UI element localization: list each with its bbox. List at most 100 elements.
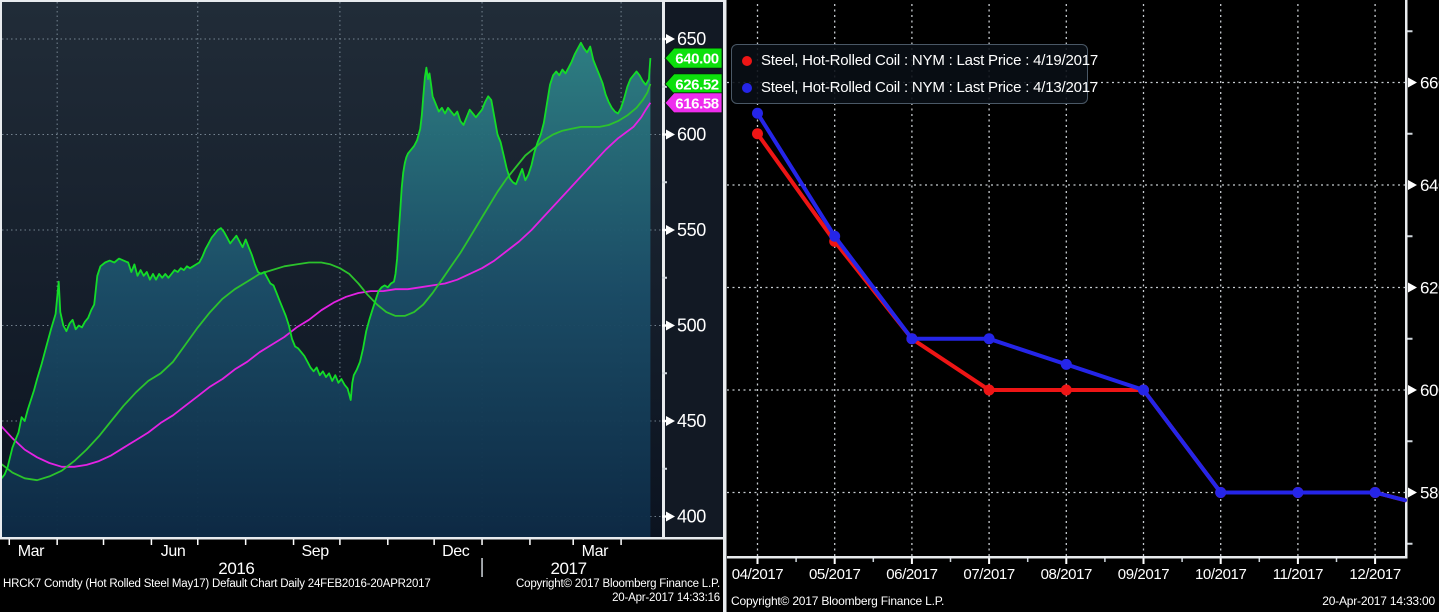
right-y-minor-tick — [1407, 440, 1413, 443]
right-x-major-tick — [1374, 558, 1377, 564]
red-series-point[interactable] — [1060, 384, 1072, 396]
left-x-year-label: 2016 — [218, 559, 254, 578]
left-y-minor-tick — [662, 85, 667, 88]
legend-label-red: Steel, Hot-Rolled Coil : NYM : Last Pric… — [761, 52, 1099, 69]
left-chart-ticker-text: HRCK7 Comdty (Hot Rolled Steel May17) De… — [3, 578, 431, 590]
price-badge-moving-average-slow[interactable] — [664, 92, 723, 114]
left-y-minor-tick — [662, 372, 667, 375]
left-y-tick-arrow-icon — [666, 320, 675, 331]
right-x-major-tick — [833, 558, 836, 564]
right-y-tick-arrow-icon — [1408, 180, 1417, 190]
red-series-point[interactable] — [983, 384, 995, 396]
left-x-month-tick — [529, 539, 531, 545]
right-x-minor-tick — [872, 558, 875, 562]
left-y-axis-line — [662, 2, 665, 538]
legend-item-blue[interactable]: Steel, Hot-Rolled Coil : NYM : Last Pric… — [742, 79, 1098, 96]
right-y-tick-arrow-icon — [1408, 282, 1417, 293]
price-badge-price[interactable] — [664, 47, 723, 69]
left-x-month-tick — [197, 539, 199, 545]
panel-divider-line — [723, 0, 727, 612]
right-x-minor-tick — [949, 558, 952, 562]
left-x-month-tick — [481, 539, 483, 545]
left-y-axis-label: 500 — [677, 316, 706, 336]
left-x-year-label: 2017 — [550, 559, 586, 578]
left-year-divider-line — [481, 558, 483, 577]
right-x-axis-label: 12/2017 — [1349, 566, 1400, 583]
right-y-tick-arrow-icon — [1408, 77, 1417, 88]
left-y-axis-label: 650 — [677, 29, 706, 49]
moving-average-fast-line — [0, 83, 652, 482]
right-x-major-tick — [1065, 558, 1068, 564]
left-x-month-label: Jun — [161, 543, 186, 560]
right-x-minor-tick — [1258, 558, 1261, 562]
right-x-axis-label: 09/2017 — [1118, 566, 1169, 583]
blue-series-point[interactable] — [1292, 487, 1304, 498]
left-x-month-tick — [102, 539, 105, 545]
left-x-month-tick — [56, 539, 58, 545]
right-x-minor-tick — [1335, 558, 1338, 562]
left-x-month-label: Mar — [18, 543, 45, 560]
right-y-minor-tick — [1407, 235, 1413, 238]
right-x-minor-tick — [1104, 558, 1106, 562]
left-x-month-label: Dec — [442, 543, 470, 560]
left-y-major-tick — [662, 133, 669, 136]
left-y-major-tick — [662, 228, 669, 232]
right-x-axis-label: 04/2017 — [732, 566, 783, 583]
left-chart-copyright: Copyright© 2017 Bloomberg Finance L.P. — [516, 578, 720, 590]
left-y-minor-tick — [662, 467, 667, 470]
right-y-tick-arrow-icon — [1408, 385, 1417, 395]
left-y-minor-tick — [662, 181, 667, 184]
left-chart-footer: HRCK7 Comdty (Hot Rolled Steel May17) De… — [3, 578, 720, 590]
price-badge-label: 616.58 — [675, 95, 719, 112]
left-y-tick-arrow-icon — [666, 511, 675, 522]
left-x-month-tick — [572, 539, 574, 545]
left-y-axis-label: 450 — [677, 411, 706, 431]
price-badge-moving-average-fast[interactable] — [664, 73, 723, 95]
left-x-month-tick — [150, 539, 153, 545]
right-chart-copyright: Copyright© 2017 Bloomberg Finance L.P. — [731, 594, 945, 608]
right-x-major-tick — [988, 558, 991, 564]
right-x-major-tick — [1142, 558, 1145, 564]
blue-series-point[interactable] — [752, 107, 763, 119]
left-y-tick-arrow-icon — [666, 225, 675, 235]
right-x-axis-label: 05/2017 — [809, 566, 860, 583]
right-x-minor-tick — [1026, 558, 1029, 562]
legend-label-blue: Steel, Hot-Rolled Coil : NYM : Last Pric… — [761, 79, 1099, 96]
left-y-axis-label: 400 — [677, 507, 706, 527]
blue-series-point[interactable] — [1060, 358, 1072, 370]
right-x-major-tick — [910, 558, 913, 564]
right-x-minor-tick — [795, 558, 797, 562]
left-x-month-tick — [292, 539, 295, 545]
right-y-axis-label: 580 — [1420, 484, 1439, 503]
blue-series-point[interactable] — [906, 333, 918, 345]
blue-series-point[interactable] — [1138, 384, 1149, 396]
right-x-axis-line — [727, 556, 1408, 559]
legend-item-red[interactable]: Steel, Hot-Rolled Coil : NYM : Last Pric… — [742, 52, 1098, 69]
blue-series-point[interactable] — [983, 333, 995, 345]
red-series-dot-icon — [742, 55, 752, 66]
right-y-minor-tick — [1407, 132, 1413, 135]
right-y-axis-label: 620 — [1420, 279, 1439, 298]
right-x-major-tick — [756, 558, 759, 564]
right-x-axis-label: 07/2017 — [963, 566, 1014, 583]
left-y-major-tick — [662, 37, 669, 41]
blue-series-dot-icon — [742, 82, 752, 93]
left-y-tick-arrow-icon — [666, 416, 675, 426]
red-series-point[interactable] — [752, 128, 763, 140]
blue-series-point[interactable] — [1369, 487, 1381, 498]
right-y-minor-tick — [1407, 337, 1413, 340]
right-x-axis-label: 08/2017 — [1041, 566, 1092, 583]
blue-series-point[interactable] — [829, 230, 841, 242]
right-y-minor-tick — [1407, 30, 1413, 33]
price-line — [0, 41, 652, 481]
right-chart-legend: Steel, Hot-Rolled Coil : NYM : Last Pric… — [731, 44, 1098, 104]
left-y-axis-label: 600 — [677, 125, 706, 145]
right-x-minor-tick — [1181, 558, 1183, 562]
price-badge-label: 626.52 — [675, 76, 719, 93]
left-x-month-tick — [387, 539, 389, 545]
blue-series-point[interactable] — [1215, 487, 1227, 498]
right-x-axis-label: 10/2017 — [1195, 566, 1246, 583]
left-x-month-tick — [620, 539, 622, 545]
